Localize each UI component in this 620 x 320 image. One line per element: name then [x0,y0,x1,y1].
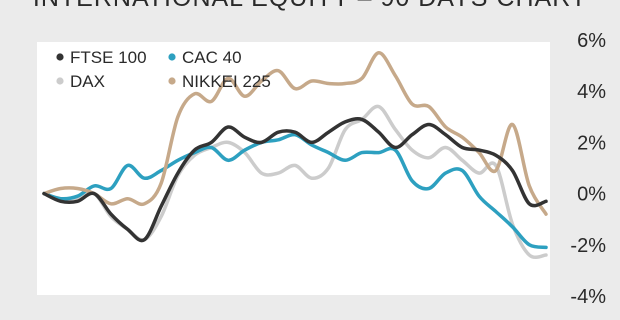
legend-marker-cac-40 [168,53,176,61]
series-line-ftse-100 [42,117,548,243]
series-layer [42,51,548,260]
chart-title-strip: INTERNATIONAL EQUITY – 90 DAYS CHART [0,0,620,14]
y-tick-label: 2% [577,132,606,154]
y-axis-ticks: 6% 4% 2% 0% -2% -4% [570,30,606,308]
legend-label-nikkei-225: NIKKEI 225 [182,72,271,91]
y-tick-label: 0% [577,184,606,206]
legend-label-cac-40: CAC 40 [182,48,242,67]
series-line-cac-40 [42,132,548,250]
y-tick-label: 4% [577,81,606,103]
legend-label-ftse-100: FTSE 100 [70,48,147,67]
y-tick-label: -2% [570,235,606,257]
legend-marker-ftse-100 [56,53,64,61]
legend-label-dax: DAX [70,72,105,91]
series-line-nikkei-225 [42,51,548,216]
legend-marker-dax [56,77,64,85]
legend-marker-nikkei-225 [168,77,176,85]
legend: FTSE 100 CAC 40 DAX NIKKEI 225 [56,48,271,91]
y-tick-label: 6% [577,30,606,52]
chart-title: INTERNATIONAL EQUITY – 90 DAYS CHART [0,0,620,13]
y-tick-label: -4% [570,286,606,308]
